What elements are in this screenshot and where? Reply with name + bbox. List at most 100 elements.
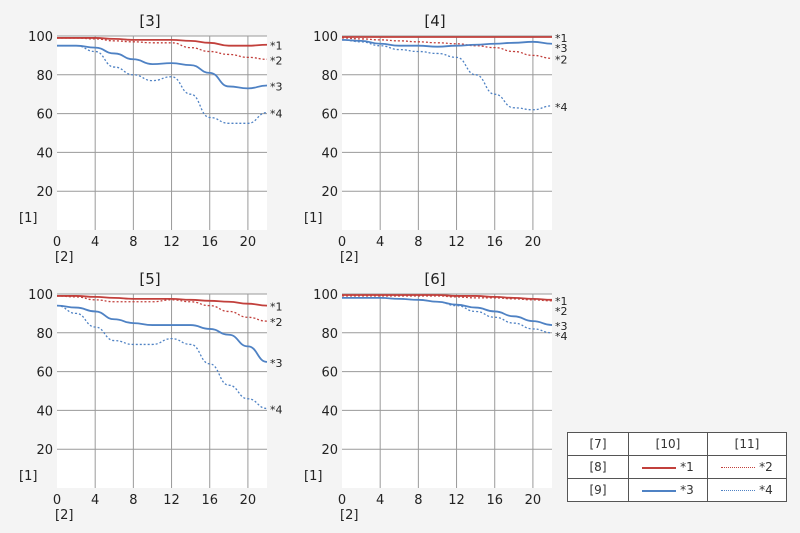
y-tick-label: 40 [321, 404, 338, 419]
y-tick-label: 60 [321, 366, 338, 381]
y-axis-label: [1] [304, 469, 322, 484]
x-tick-label: 12 [448, 235, 465, 250]
x-tick-label: 8 [414, 493, 422, 508]
x-tick-label: 4 [376, 235, 384, 250]
y-tick-label: 80 [321, 69, 338, 84]
y-tick-label: 20 [321, 185, 338, 200]
x-tick-label: 20 [525, 493, 542, 508]
legend-label: *2 [759, 460, 773, 474]
plot-area [342, 36, 552, 230]
legend-swatch-blue-solid [642, 489, 677, 492]
series-end-label: *1 [555, 295, 568, 308]
x-tick-label: 20 [525, 235, 542, 250]
series-line-s1 [57, 37, 268, 47]
y-tick-label: 20 [36, 185, 53, 200]
legend-table: [7] [10] [11] [8] *1 *2 [9] *3 *4 [567, 432, 787, 502]
x-tick-label: 4 [91, 493, 99, 508]
legend-entry-1: *1 [628, 455, 708, 479]
series-line-s2 [342, 295, 553, 302]
series-line-s1 [341, 294, 553, 301]
series-end-label: *1 [270, 40, 283, 53]
series-end-label: *4 [555, 101, 568, 114]
series-end-label: *3 [555, 42, 568, 55]
series-end-label: *1 [555, 32, 568, 45]
x-tick-label: 20 [240, 235, 257, 250]
series-end-label: *3 [270, 80, 283, 93]
series-end-label: *4 [555, 330, 568, 343]
y-tick-label: 40 [321, 146, 338, 161]
x-tick-label: 8 [129, 235, 137, 250]
chart-title: [5] [139, 270, 160, 288]
legend-entry-2: *2 [707, 455, 787, 479]
y-tick-label: 60 [36, 108, 53, 123]
x-tick-label: 16 [201, 235, 218, 250]
series-end-label: *4 [270, 403, 283, 416]
series-end-label: *3 [270, 357, 283, 370]
series-end-label: *3 [555, 320, 568, 333]
plot-area [57, 294, 267, 488]
x-tick-label: 12 [163, 493, 180, 508]
y-tick-label: 100 [28, 30, 53, 45]
x-axis-label: [2] [55, 250, 73, 265]
series-end-label: *4 [270, 108, 283, 121]
series-line-s3 [57, 44, 268, 90]
series-line-s2 [341, 37, 553, 59]
x-axis-label: [2] [340, 250, 358, 265]
y-tick-label: 20 [321, 443, 338, 458]
series-end-label: *2 [555, 305, 568, 318]
legend-row-header-2: [9] [567, 478, 629, 502]
legend-entry-3: *3 [628, 478, 708, 502]
x-tick-label: 0 [338, 235, 346, 250]
x-tick-label: 12 [448, 493, 465, 508]
y-axis-label: [1] [304, 211, 322, 226]
y-axis-label: [1] [19, 469, 37, 484]
x-tick-label: 4 [376, 493, 384, 508]
legend-label: *3 [680, 483, 694, 497]
series-line-s4 [341, 39, 553, 111]
legend-swatch-blue-dotted [721, 490, 756, 491]
plot-area [57, 36, 267, 230]
chart-title: [4] [424, 12, 445, 30]
y-tick-label: 40 [36, 146, 53, 161]
legend-entry-4: *4 [707, 478, 787, 502]
legend-col-header-1: [10] [628, 432, 708, 456]
legend-label: *1 [680, 460, 694, 474]
y-axis-label: [1] [19, 211, 37, 226]
x-tick-label: 0 [338, 493, 346, 508]
legend-col-header-2: [11] [707, 432, 787, 456]
series-line-s4 [56, 304, 268, 410]
x-axis-label: [2] [340, 508, 358, 523]
chart-title: [6] [424, 270, 445, 288]
y-tick-label: 60 [321, 108, 338, 123]
x-tick-label: 8 [129, 493, 137, 508]
series-end-label: *2 [270, 316, 283, 329]
x-tick-label: 16 [486, 493, 503, 508]
y-tick-label: 100 [313, 30, 338, 45]
x-tick-label: 8 [414, 235, 422, 250]
y-tick-label: 80 [36, 69, 53, 84]
legend-swatch-red-solid [642, 466, 677, 469]
legend-label: *4 [759, 483, 773, 497]
legend-swatch-red-dotted [721, 467, 756, 468]
y-tick-label: 20 [36, 443, 53, 458]
legend-corner: [7] [567, 432, 629, 456]
y-tick-label: 40 [36, 404, 53, 419]
plot-area [342, 294, 552, 488]
y-tick-label: 80 [321, 327, 338, 342]
series-end-label: *2 [270, 54, 283, 67]
series-line-s3 [341, 38, 553, 48]
x-tick-label: 20 [240, 493, 257, 508]
y-tick-label: 80 [36, 327, 53, 342]
x-tick-label: 16 [486, 235, 503, 250]
chart-title: [3] [139, 12, 160, 30]
series-line-s3 [56, 304, 268, 363]
series-line-s1 [57, 295, 268, 307]
series-line-s4 [342, 297, 553, 334]
series-end-label: *1 [270, 301, 283, 314]
x-tick-label: 12 [163, 235, 180, 250]
series-line-s2 [57, 37, 268, 60]
legend-row-header-1: [8] [567, 455, 629, 479]
series-end-label: *2 [555, 53, 568, 66]
